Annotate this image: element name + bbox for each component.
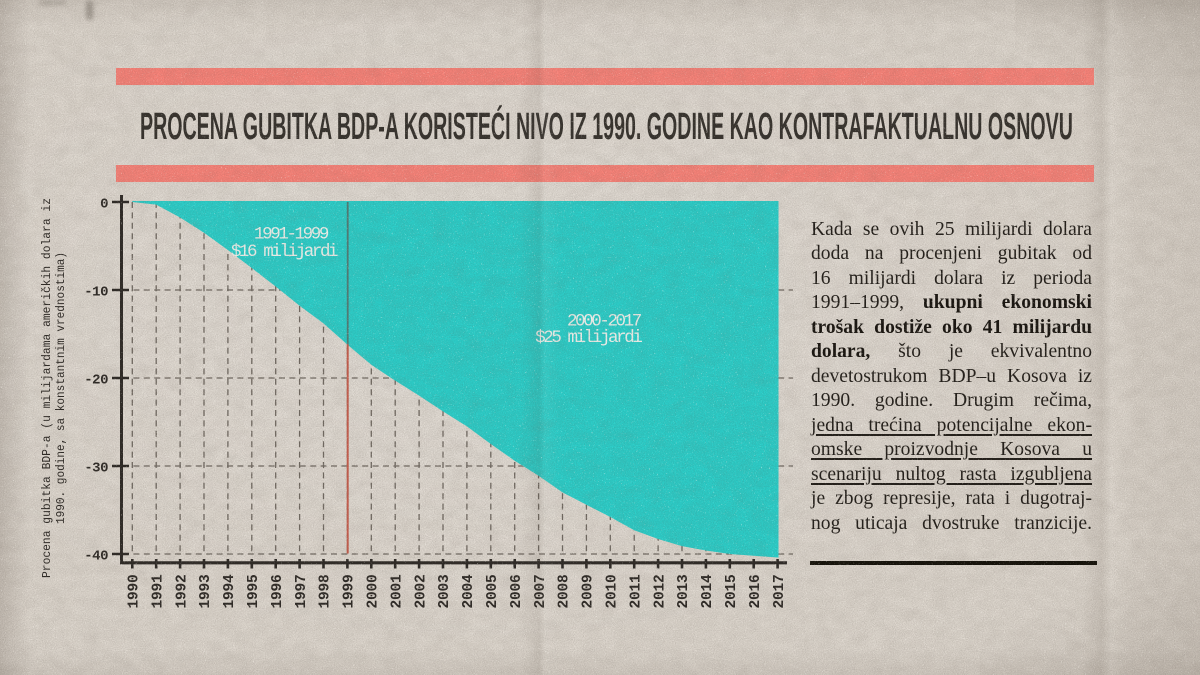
svg-text:2012: 2012 (652, 574, 668, 608)
svg-text:0: 0 (100, 197, 108, 213)
svg-text:2005: 2005 (485, 574, 501, 608)
svg-text:1996: 1996 (270, 574, 286, 608)
svg-text:1990. godine, sa konstantnim v: 1990. godine, sa konstantnim vrednostima… (54, 252, 68, 524)
svg-text:1999: 1999 (342, 574, 358, 608)
svg-text:2001: 2001 (389, 574, 405, 609)
svg-text:2004: 2004 (461, 574, 477, 609)
svg-text:2011: 2011 (628, 574, 644, 609)
svg-text:-20: -20 (84, 373, 108, 389)
svg-text:2002: 2002 (413, 574, 429, 608)
svg-text:1997: 1997 (294, 574, 310, 608)
svg-text:1990: 1990 (127, 574, 143, 608)
svg-text:-30: -30 (84, 461, 108, 477)
svg-text:-10: -10 (84, 285, 108, 301)
svg-text:1992: 1992 (174, 574, 190, 608)
svg-text:1998: 1998 (318, 574, 334, 608)
svg-text:2009: 2009 (581, 574, 597, 608)
svg-text:1994: 1994 (222, 574, 238, 609)
svg-text:1995: 1995 (246, 574, 262, 608)
svg-text:2013: 2013 (676, 574, 692, 608)
svg-text:2016: 2016 (748, 574, 764, 608)
svg-text:Procena gubitka BDP-a (u milij: Procena gubitka BDP-a (u milijardama ame… (40, 198, 54, 578)
svg-text:1991: 1991 (150, 574, 166, 609)
svg-text:2017: 2017 (772, 574, 788, 608)
svg-text:2015: 2015 (724, 574, 740, 608)
svg-text:2014: 2014 (700, 574, 716, 609)
svg-text:$16 milijardi: $16 milijardi (231, 242, 338, 262)
svg-text:2010: 2010 (605, 574, 621, 608)
svg-text:2000: 2000 (366, 574, 382, 608)
svg-text:1993: 1993 (198, 574, 214, 608)
svg-text:-40: -40 (84, 549, 108, 565)
svg-text:2003: 2003 (437, 574, 453, 608)
